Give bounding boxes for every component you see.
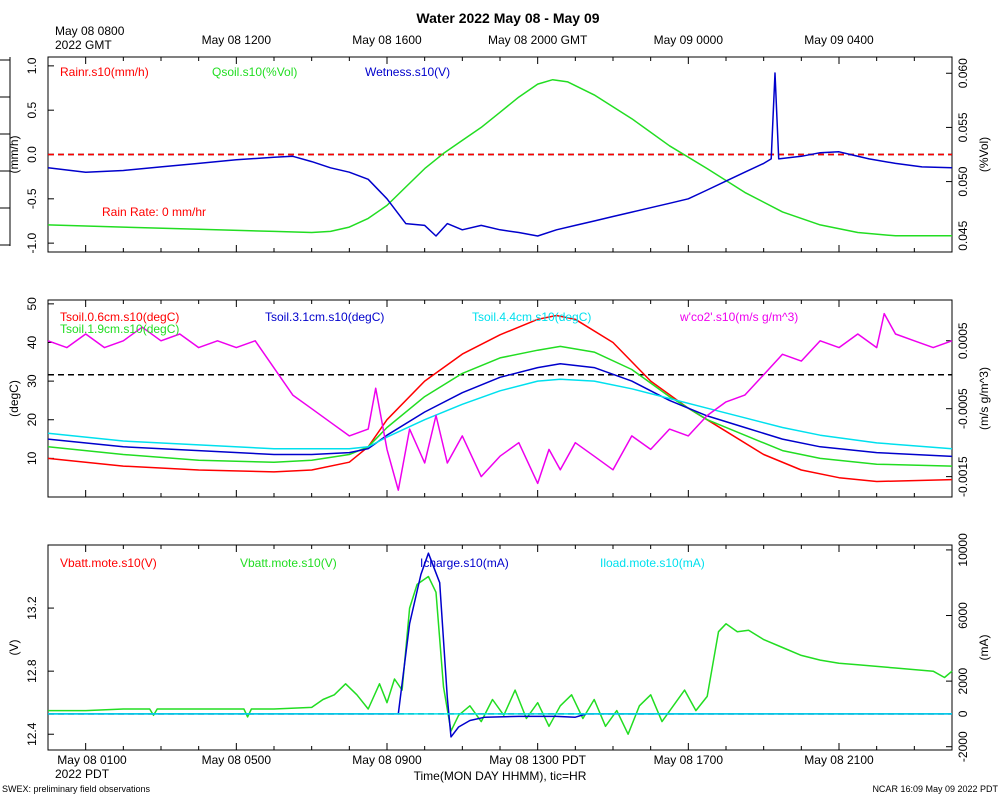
series-line <box>48 552 952 738</box>
pdt-tick-label: May 08 0100 <box>57 753 127 767</box>
footer-right-note: NCAR 16:09 May 09 2022 PDT <box>872 784 998 794</box>
series-line <box>47 78 952 237</box>
y-left-tick-label: 20 <box>25 413 39 427</box>
y-left-tick-label: 0.5 <box>25 102 39 119</box>
legend-entry: Tsoil.0.6cm.s10(degC) <box>60 310 179 324</box>
gmt-tick-label: May 08 2000 GMT <box>488 33 588 47</box>
pdt-tick-labels: May 08 0100 May 08 0500 May 08 0900 May 08 … <box>57 753 874 767</box>
pdt-tick-label: May 08 0900 <box>352 753 422 767</box>
y-right-tick-label: 0.050 <box>956 166 970 196</box>
y-left-tick-label: 10 <box>25 451 39 465</box>
gmt-tick-label: May 09 0000 <box>654 33 724 47</box>
y-right-axis-label: (m/s g/m^3) <box>977 367 991 430</box>
series-line <box>47 345 953 467</box>
y-right-tick-label: 10000 <box>956 533 970 567</box>
left-stub-axis <box>0 57 11 246</box>
y-right-tick-label: 2000 <box>956 667 970 694</box>
footer-left-note: SWEX: preliminary field observations <box>2 784 151 794</box>
y-right-tick-label: -0.0015 <box>956 456 970 497</box>
water-panel: -1.0 -0.5 0.0 0.5 1.0 0.045 0.050 0.055 0.060 (mm… <box>7 56 991 253</box>
legend-entry: Qsoil.s10(%Vol) <box>212 65 297 79</box>
y-right-tick-label: 0.0005 <box>956 322 970 359</box>
y-right-tick-label: 0.045 <box>956 220 970 250</box>
x-axis-label: Time(MON DAY HHMM), tic=HR <box>414 769 587 783</box>
y-left-axis-label: (mm/h) <box>7 136 21 174</box>
y-right-tick-label: 0 <box>956 710 970 717</box>
y-left-tick-label: -0.5 <box>25 188 39 209</box>
gmt-tick-labels: May 08 1200 May 08 1600 May 08 2000 GMT May… <box>202 33 874 47</box>
series-line <box>47 312 953 491</box>
y-left-tick-label: 1.0 <box>25 57 39 74</box>
series-line <box>47 72 953 237</box>
gmt-tick-label: May 09 0400 <box>804 33 874 47</box>
y-right-tick-label: 0.060 <box>956 58 970 88</box>
panel-frame <box>47 299 953 498</box>
rain-rate-annotation: Rain Rate: 0 mm/hr <box>102 205 206 219</box>
y-right-tick-label: 6000 <box>956 602 970 629</box>
legend-entry: Rainr.s10(mm/h) <box>60 65 149 79</box>
gmt-start-line1: May 08 0800 <box>55 24 125 38</box>
y-left-tick-label: 13.2 <box>25 596 39 620</box>
chart-title: Water 2022 May 08 - May 09 <box>416 10 599 26</box>
y-left-axis-label: (V) <box>7 640 21 656</box>
gmt-start-line2: 2022 GMT <box>55 38 112 52</box>
soil-temperature-panel: 10 20 30 40 50 -0.0015 -0.0005 0.0005 (degC) (m/s… <box>7 297 991 498</box>
legend-entry: Wetness.s10(V) <box>365 65 450 79</box>
gmt-tick-label: May 08 1200 <box>202 33 272 47</box>
series-line <box>47 362 953 458</box>
y-left-axis-label: (degC) <box>7 380 21 417</box>
y-right-tick-label: 0.055 <box>956 112 970 142</box>
pdt-tick-label: May 08 1700 <box>654 753 724 767</box>
series-line <box>47 378 953 450</box>
y-left-tick-label: -1.0 <box>25 232 39 253</box>
panel-frame <box>47 544 953 751</box>
y-left-tick-label: 12.4 <box>25 722 39 746</box>
y-left-tick-label: 0.0 <box>25 146 39 163</box>
y-left-tick-label: 12.8 <box>25 659 39 683</box>
y-left-tick-label: 40 <box>25 335 39 349</box>
legend-entry: Icharge.s10(mA) <box>420 556 509 570</box>
pdt-tick-label: May 08 1300 PDT <box>489 753 586 767</box>
legend-entry: Iload.mote.s10(mA) <box>600 556 705 570</box>
legend-entry: w'co2'.s10(m/s g/m^3) <box>679 310 798 324</box>
series-line <box>48 575 953 735</box>
legend-entry: Vbatt.mote.s10(V) <box>240 556 337 570</box>
y-right-axis-label: (mA) <box>977 635 991 661</box>
legend-entry: Tsoil.4.4cm.s10(degC) <box>472 310 591 324</box>
pdt-tick-label: May 08 0500 <box>202 753 272 767</box>
y-right-axis-label: (%Vol) <box>977 137 991 172</box>
y-left-tick-label: 50 <box>25 297 39 311</box>
power-panel: 12.4 12.8 13.2 -2000 0 2000 6000 10000 (V) (mA) Vb… <box>7 533 991 762</box>
y-right-tick-label: -0.0005 <box>956 388 970 429</box>
y-right-tick-label: -2000 <box>956 731 970 762</box>
legend-entry: Vbatt.mote.s10(V) <box>60 556 157 570</box>
pdt-year-label: 2022 PDT <box>55 767 110 781</box>
series-line <box>47 314 953 483</box>
pdt-tick-label: May 08 2100 <box>804 753 874 767</box>
legend-entry: Tsoil.1.9cm.s10(degC) <box>60 322 179 336</box>
gmt-tick-label: May 08 1600 <box>352 33 422 47</box>
y-left-tick-label: 30 <box>25 374 39 388</box>
legend-entry: Tsoil.3.1cm.s10(degC) <box>265 310 384 324</box>
